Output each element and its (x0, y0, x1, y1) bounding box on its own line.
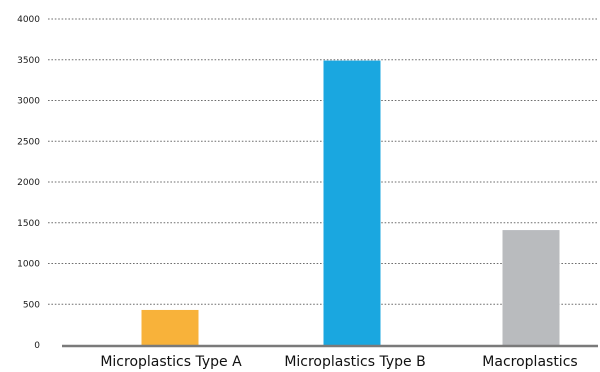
bar-microplastics-type-a (141, 309, 199, 345)
x-tick-label: Macroplastics (482, 354, 577, 370)
y-tick-label: 2500 (17, 137, 40, 147)
y-tick-label: 0 (34, 341, 40, 351)
x-tick-label: Microplastics Type A (100, 354, 242, 370)
y-axis-ticks: 0 500 1000 1500 2000 2500 3000 3500 4000 (17, 15, 40, 351)
x-axis-ticks: Microplastics Type A Microplastics Type B… (100, 354, 577, 370)
bars (141, 60, 560, 345)
bar-macroplastics (502, 230, 560, 345)
y-tick-label: 3000 (17, 97, 40, 107)
x-tick-label: Microplastics Type B (284, 354, 425, 370)
bar-microplastics-type-b (323, 60, 381, 345)
y-tick-label: 500 (23, 300, 40, 310)
y-tick-label: 3500 (17, 56, 40, 66)
y-tick-label: 2000 (17, 178, 40, 188)
y-tick-label: 4000 (17, 15, 40, 25)
y-tick-label: 1000 (17, 260, 40, 270)
y-tick-label: 1500 (17, 219, 40, 229)
